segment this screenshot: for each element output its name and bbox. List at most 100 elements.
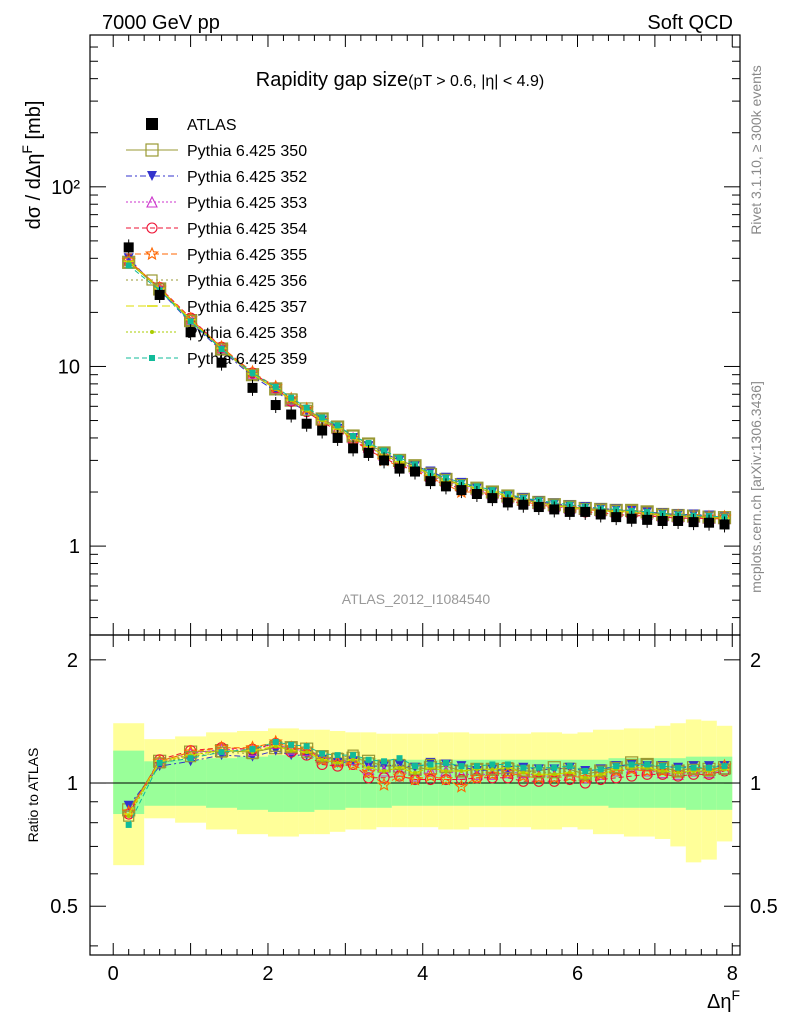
ratio-point-p359 — [644, 761, 651, 768]
ratio-point-p353 — [362, 763, 375, 775]
main-point-p359 — [187, 318, 194, 325]
legend-label: Pythia 6.425 352 — [187, 169, 307, 186]
ratio-point-p359 — [675, 764, 682, 771]
ratio-point-p359 — [551, 764, 558, 771]
atlas-point — [216, 357, 227, 368]
ratio-y-axis-label: Ratio to ATLAS — [25, 748, 41, 843]
ratio-point-p356 — [154, 757, 166, 769]
ratio-point-p359 — [458, 763, 465, 770]
ratio-point-p358 — [366, 765, 371, 770]
main-point-p359 — [218, 346, 225, 353]
main-point-p359 — [365, 439, 372, 446]
ratio-point-p359 — [690, 764, 697, 771]
ratio-point-p355 — [531, 770, 546, 784]
x-tick-label: 8 — [727, 963, 738, 985]
ratio-y-tick-label: 0.5 — [50, 896, 78, 918]
legend-entry: Pythia 6.425 354 — [126, 221, 307, 238]
atlas-point — [379, 455, 390, 466]
legend-label: Pythia 6.425 356 — [187, 273, 307, 290]
legend-label: ATLAS — [187, 117, 237, 134]
legend-marker — [146, 195, 158, 208]
atlas-point — [564, 506, 575, 517]
atlas-point — [410, 466, 420, 477]
x-axis-label: ΔηF — [707, 987, 740, 1013]
main-point-p356 — [285, 393, 297, 405]
ratio-point-p359 — [535, 764, 542, 771]
legend-marker — [149, 355, 155, 361]
atlas-point — [332, 432, 343, 443]
ratio-point-p358 — [335, 760, 340, 765]
x-tick-label: 2 — [262, 963, 273, 985]
main-y-tick-label: 1 — [69, 536, 80, 558]
ratio-series-p359 — [125, 738, 728, 828]
ratio-point-p359 — [566, 763, 573, 770]
ratio-point-p358 — [413, 770, 417, 775]
plot-title-cuts: (pT > 0.6, |η| < 4.9) — [408, 73, 544, 90]
ratio-point-p359 — [303, 743, 310, 750]
ratio-point-p359 — [125, 821, 132, 828]
atlas-point — [595, 509, 606, 520]
ratio-point-p355 — [407, 772, 423, 786]
atlas-point — [688, 517, 699, 528]
ratio-point-p359 — [706, 764, 713, 771]
legend-entry: Pythia 6.425 357 — [126, 299, 307, 316]
ratio-point-p359 — [721, 763, 728, 770]
atlas-point — [657, 515, 668, 526]
ratio-point-p356 — [123, 810, 135, 822]
ratio-point-p355 — [547, 770, 562, 784]
atlas-point — [270, 400, 281, 411]
ratio-point-p359 — [396, 755, 403, 762]
main-point-p359 — [350, 433, 357, 440]
legend-entry: Pythia 6.425 356 — [126, 273, 307, 290]
ratio-point-p358 — [567, 770, 572, 775]
ratio-point-p359 — [381, 758, 388, 765]
ratio-point-p359 — [489, 761, 496, 768]
ratio-point-p359 — [249, 746, 256, 753]
legend-label: Pythia 6.425 350 — [187, 143, 307, 160]
ratio-point-p359 — [597, 766, 604, 773]
legend-marker — [147, 171, 157, 181]
legend: ATLAS Pythia 6.425 350 Pythia 6.425 352 Pyt… — [126, 117, 307, 368]
ratio-point-p352 — [394, 759, 405, 770]
legend-entry: Pythia 6.425 355 — [126, 246, 307, 264]
main-point-p359 — [442, 474, 449, 481]
atlas-point — [549, 504, 560, 515]
ratio-frame — [89, 634, 741, 956]
atlas-point — [487, 493, 498, 504]
atlas-point — [704, 517, 715, 528]
ratio-point-p359 — [582, 768, 589, 775]
ratio-point-p359 — [319, 750, 326, 757]
ratio-point-p358 — [490, 767, 495, 772]
main-point-p359 — [381, 447, 388, 454]
ratio-point-p359 — [442, 759, 449, 766]
atlas-point — [123, 242, 134, 253]
ratio-point-p356 — [610, 762, 622, 774]
main-point-p359 — [288, 394, 295, 401]
header-category: Soft QCD — [647, 12, 733, 34]
legend-entry: Pythia 6.425 352 — [126, 169, 307, 186]
ratio-point-p355 — [376, 777, 392, 791]
ratio-point-p358 — [351, 757, 356, 762]
ratio-point-p354 — [455, 773, 467, 786]
ratio-point-p359 — [520, 764, 527, 771]
atlas-point — [456, 485, 467, 496]
main-point-p359 — [125, 262, 132, 269]
ratio-point-p355 — [701, 763, 717, 778]
main-point-p359 — [396, 454, 403, 461]
ratio-point-p354 — [626, 770, 638, 782]
ratio-point-p358 — [273, 744, 278, 749]
ratio-y-tick-label: 2 — [67, 650, 78, 672]
main-y-axis-label: dσ / dΔηF [mb] — [19, 101, 45, 230]
atlas-point — [185, 327, 196, 338]
atlas-point — [440, 481, 451, 492]
main-point-p359 — [249, 369, 256, 376]
ratio-point-p358 — [459, 769, 464, 774]
ratio-point-p359 — [613, 763, 620, 770]
ratio-point-p355 — [593, 766, 608, 781]
atlas-point — [502, 497, 513, 508]
ratio-point-p359 — [272, 738, 279, 745]
ratio-point-p359 — [288, 741, 295, 748]
x-tick-label: 6 — [572, 963, 583, 985]
main-y-tick-label: 10 — [58, 356, 80, 378]
ratio-point-p355 — [655, 763, 670, 778]
